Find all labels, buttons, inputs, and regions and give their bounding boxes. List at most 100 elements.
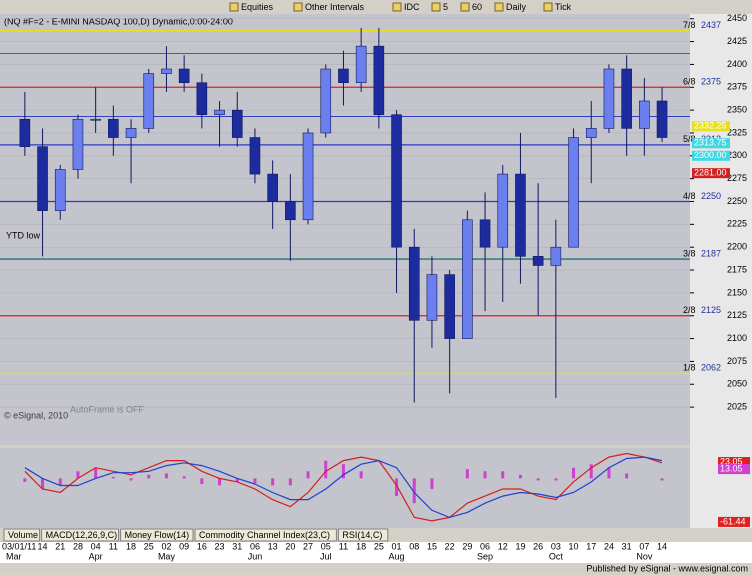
- month-label: Nov: [636, 551, 653, 561]
- histogram-bar: [607, 467, 611, 479]
- histogram-bar: [94, 467, 98, 479]
- tab[interactable]: [3, 528, 41, 542]
- x-tick-label: 27: [303, 541, 313, 551]
- tab[interactable]: [120, 528, 194, 542]
- histogram-bar: [465, 469, 469, 479]
- toolbar-icon: [229, 2, 239, 12]
- month-label: Mar: [6, 551, 22, 561]
- toolbar-button[interactable]: 5: [443, 2, 448, 12]
- price-box-label: 2313.75: [694, 138, 727, 148]
- tab-label[interactable]: Money Flow(14): [125, 530, 190, 540]
- candle-body: [231, 109, 243, 138]
- y-tick-label: 2250: [727, 196, 747, 206]
- toolbar-button[interactable]: Equities: [241, 2, 274, 12]
- histogram-bar: [483, 471, 487, 479]
- histogram-bar: [501, 471, 505, 479]
- toolbar: [0, 0, 752, 14]
- value-box: [718, 516, 750, 527]
- x-tick-label: 02: [161, 541, 171, 551]
- x-tick-label: 18: [126, 541, 136, 551]
- y-tick-label: 2050: [727, 379, 747, 389]
- value-box: [718, 457, 750, 468]
- histogram-bar: [625, 473, 629, 479]
- price-box: [692, 138, 730, 149]
- x-tick-label: 25: [374, 541, 384, 551]
- x-tick-label: 28: [73, 541, 83, 551]
- price-box: [692, 121, 730, 132]
- y-tick-label: 2225: [727, 219, 747, 229]
- histogram-bar: [572, 467, 576, 479]
- x-tick-label: 18: [356, 541, 366, 551]
- x-tick-label: 25: [144, 541, 154, 551]
- histogram-bar: [660, 478, 664, 481]
- month-label: May: [158, 551, 176, 561]
- histogram-bar: [129, 478, 133, 481]
- symbol-title: (NQ #F=2 - E-MINI NASDAQ 100,D) Dynamic,…: [4, 16, 233, 26]
- x-tick-label: 09: [179, 541, 189, 551]
- price-box-label: 2300.00: [694, 150, 727, 160]
- level-name: 3/8: [683, 248, 696, 258]
- histogram-bar: [306, 471, 310, 479]
- histogram-bar: [395, 478, 399, 497]
- tab-label[interactable]: MACD(12,26,9,C): [46, 530, 118, 540]
- histogram-bar: [218, 478, 222, 486]
- toolbar-button[interactable]: IDC: [404, 2, 420, 12]
- macd-pane: [0, 448, 690, 528]
- x-tick-label: 31: [622, 541, 632, 551]
- y-tick-label: 2025: [727, 401, 747, 411]
- macd-line: [24, 456, 663, 519]
- candle-body: [639, 100, 650, 129]
- value-box-label: 23.05: [720, 456, 743, 466]
- toolbar-icon: [543, 2, 553, 12]
- level-name: 2/8: [683, 305, 696, 315]
- candle-body: [249, 137, 261, 175]
- candle-body: [54, 169, 66, 211]
- y-axis-area: [690, 14, 752, 528]
- tab-label[interactable]: Commodity Channel Index(23,C): [199, 530, 330, 540]
- histogram-bar: [412, 478, 416, 504]
- candle-body: [497, 173, 509, 248]
- histogram-bar: [554, 478, 558, 481]
- month-label: Jul: [320, 551, 332, 561]
- toolbar-button[interactable]: Tick: [555, 2, 572, 12]
- x-tick-label: 17: [586, 541, 596, 551]
- month-label: Oct: [549, 551, 564, 561]
- candle-body: [125, 128, 137, 138]
- candle-body: [37, 146, 48, 211]
- tab[interactable]: [41, 528, 120, 542]
- x-tick-label: 03: [551, 541, 561, 551]
- level-value: 2250: [701, 191, 721, 201]
- x-tick-label: 03/01/11: [2, 541, 36, 551]
- x-tick-label: 16: [197, 541, 207, 551]
- x-tick-label: 21: [55, 541, 65, 551]
- tab-label[interactable]: Volume: [8, 530, 38, 540]
- x-tick-label: 23: [215, 541, 225, 551]
- toolbar-button[interactable]: 60: [472, 2, 482, 12]
- x-tick-label: 05: [321, 541, 331, 551]
- toolbar-button[interactable]: Other Intervals: [305, 2, 365, 12]
- x-tick-label: 07: [639, 541, 649, 551]
- histogram-bar: [164, 473, 168, 479]
- histogram-bar: [23, 478, 27, 482]
- x-tick-label: 29: [462, 541, 472, 551]
- toolbar-icon: [431, 2, 441, 12]
- candle-body: [462, 219, 473, 339]
- tab-label[interactable]: RSI(14,C): [342, 530, 382, 540]
- annotation: YTD low: [6, 230, 41, 240]
- value-box: [718, 464, 750, 475]
- toolbar-button[interactable]: Daily: [506, 2, 527, 12]
- candle-body: [108, 118, 119, 138]
- y-tick-label: 2400: [727, 59, 747, 69]
- x-tick-label: 31: [232, 541, 242, 551]
- histogram-bar: [41, 478, 45, 489]
- tab[interactable]: [194, 528, 337, 542]
- x-tick-label: 11: [109, 541, 118, 551]
- annotation: AutoFrame is OFF: [70, 404, 145, 414]
- level-value: 2125: [701, 305, 721, 315]
- x-tick-label: 12: [498, 541, 508, 551]
- tab[interactable]: [337, 528, 389, 542]
- histogram-bar: [324, 460, 328, 479]
- histogram-bar: [147, 474, 151, 479]
- price-box: [692, 168, 730, 179]
- candle-body: [515, 173, 526, 257]
